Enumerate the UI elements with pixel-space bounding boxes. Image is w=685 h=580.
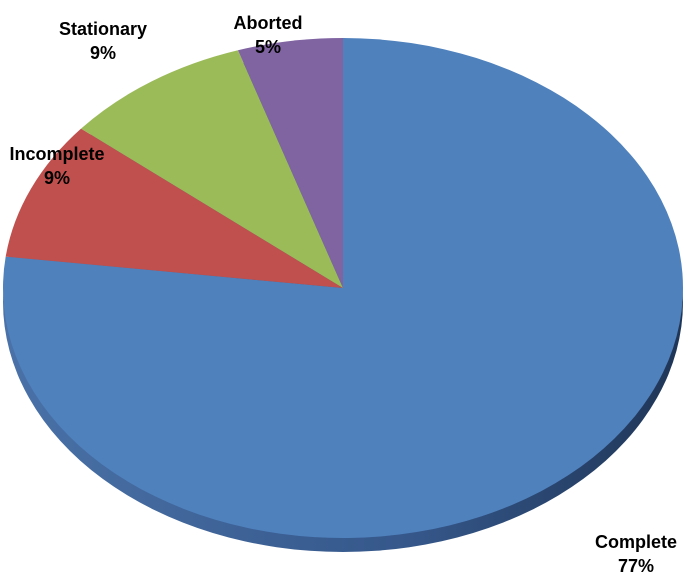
- pie-slice: [5, 128, 344, 288]
- slice-value-label: 77%: [618, 556, 654, 576]
- pie-slice: [237, 38, 343, 288]
- slice-label: Stationary: [59, 19, 147, 39]
- pie: [3, 38, 684, 538]
- slice-label: Aborted: [234, 13, 303, 33]
- slice-label: Complete: [595, 532, 677, 552]
- labels: Complete 77% Incomplete 9% Stationary 9% Abort…: [9, 13, 677, 576]
- pie-slice: [3, 38, 684, 538]
- slice-label: Incomplete: [9, 144, 104, 164]
- slice-value-label: 9%: [90, 43, 116, 63]
- slice-value-label: 5%: [255, 37, 281, 57]
- slice-value-label: 9%: [44, 168, 70, 188]
- pie-slice: [81, 50, 343, 288]
